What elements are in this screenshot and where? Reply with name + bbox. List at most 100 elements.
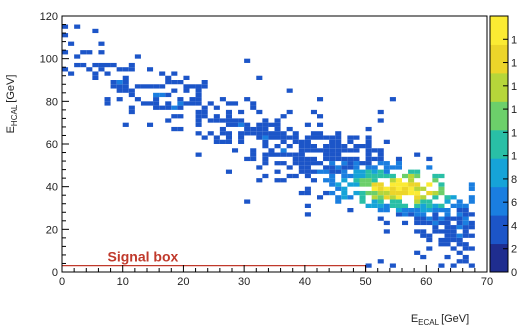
heatmap-cell [383, 169, 390, 174]
heatmap-cell [359, 144, 366, 149]
heatmap-cell [414, 152, 421, 157]
heatmap-cell [335, 195, 342, 200]
heatmap-cell [395, 195, 402, 200]
heatmap-cell [323, 156, 330, 162]
heatmap-cell [86, 67, 93, 72]
heatmap-cell [359, 195, 366, 200]
heatmap-cell [201, 105, 208, 110]
heatmap-cell [462, 216, 469, 221]
heatmap-cell [171, 114, 178, 119]
heatmap-cell [165, 92, 172, 98]
heatmap-cell [420, 220, 427, 226]
heatmap-cell [317, 97, 324, 102]
heatmap-cell [92, 62, 99, 68]
heatmap-cell [122, 122, 129, 127]
heatmap-cell [225, 139, 232, 144]
heatmap-cell [74, 24, 81, 29]
x-axis-label: EECAL [GeV] [411, 313, 469, 327]
heatmap-cell [383, 186, 390, 191]
heatmap-cell [450, 233, 457, 238]
heatmap-cell [329, 178, 336, 183]
heatmap-cell [371, 190, 378, 196]
heatmap-cell [250, 148, 257, 153]
heatmap-cell [213, 114, 220, 119]
heatmap-cell [335, 135, 342, 140]
heatmap-cell [456, 259, 463, 264]
heatmap-cell [225, 131, 232, 136]
heatmap-cell [444, 229, 451, 234]
heatmap-cell [408, 208, 415, 213]
heatmap-cell [365, 148, 372, 153]
heatmap-cell [268, 131, 275, 136]
heatmap-cell [341, 173, 348, 179]
heatmap-cell [225, 101, 232, 106]
heatmap-cell [335, 186, 342, 191]
heatmap-cell [383, 165, 390, 170]
heatmap-cell [365, 263, 372, 268]
heatmap-cell [414, 229, 421, 234]
heatmap-cell [195, 122, 202, 127]
heatmap-cell [304, 148, 311, 153]
heatmap-cell [74, 54, 81, 59]
heatmap-cell [317, 161, 324, 166]
heatmap-cell [317, 195, 324, 200]
heatmap-cell [377, 169, 384, 174]
heatmap-cell [286, 126, 293, 132]
heatmap-cell [207, 118, 214, 123]
heatmap-cell [359, 199, 366, 204]
heatmap-cell [371, 156, 378, 162]
heatmap-cell [256, 126, 263, 132]
heatmap-cell [347, 135, 354, 140]
heatmap-cell [128, 62, 135, 68]
heatmap-cell [250, 101, 257, 106]
heatmap-cell [450, 263, 457, 268]
heatmap-cell [444, 195, 451, 200]
heatmap-cell [189, 97, 196, 102]
heatmap-cell [310, 131, 317, 136]
heatmap-cell [347, 156, 354, 162]
heatmap-cell [244, 156, 251, 162]
heatmap-cell [414, 250, 421, 255]
heatmap-cell [444, 233, 451, 238]
heatmap-cell [329, 161, 336, 166]
heatmap-cell [468, 212, 475, 217]
heatmap-cell [414, 212, 421, 217]
heatmap-cell [317, 114, 324, 119]
x-axis: 0 10 20 30 40 50 60 70 [59, 265, 493, 288]
heatmap-cell [450, 203, 457, 208]
heatmap-cell [359, 169, 366, 174]
heatmap-cell [377, 148, 384, 153]
heatmap-cell [426, 203, 433, 208]
heatmap-cell [310, 169, 317, 174]
heatmap-cell [122, 67, 129, 72]
heatmap-cell [426, 208, 433, 213]
y-tick-label: 100 [40, 54, 58, 66]
heatmap-cell [213, 118, 220, 123]
heatmap-cell [395, 161, 402, 166]
heatmap-cell [438, 216, 445, 221]
heatmap-cell [329, 182, 336, 187]
heatmap-cell [450, 195, 457, 200]
heatmap-cell [383, 190, 390, 196]
heatmap-cell [116, 67, 123, 72]
colorbar-segment [490, 44, 508, 74]
heatmap-cell [323, 144, 330, 149]
heatmap-cell [395, 182, 402, 187]
heatmap-cell [432, 208, 439, 213]
heatmap-cell [456, 225, 463, 230]
heatmap-cell [159, 84, 166, 89]
heatmap-cell [426, 220, 433, 226]
heatmap-cell [420, 203, 427, 208]
heatmap-cell [262, 131, 269, 136]
heatmap-cell [165, 101, 172, 106]
heatmap-cell [262, 161, 269, 166]
heatmap-cell [365, 156, 372, 162]
heatmap-cell [62, 24, 69, 29]
heatmap-cell [323, 148, 330, 153]
heatmap-cell [456, 237, 463, 243]
heatmap-cell [280, 139, 287, 144]
heatmap-cell [359, 173, 366, 179]
heatmap-cell [335, 169, 342, 174]
heatmap-cell [274, 131, 281, 136]
